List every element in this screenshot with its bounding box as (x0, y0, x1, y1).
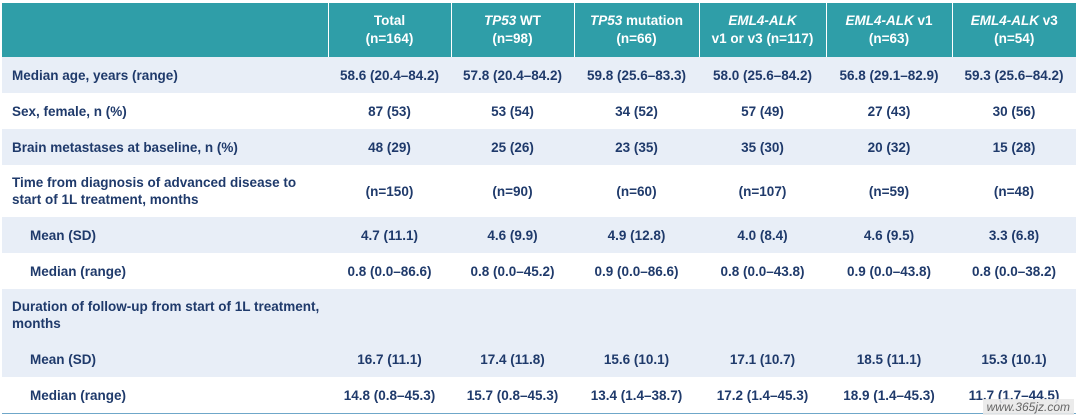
row-label: Duration of follow-up from start of 1L t… (2, 289, 328, 341)
table-cell: (n=90) (492, 183, 533, 199)
table-cell: 0.8 (0.0–86.6) (347, 263, 432, 279)
table-cell: 17.2 (1.4–45.3) (699, 377, 826, 414)
table-cell: (n=59) (868, 183, 910, 199)
header-eml4-alk-v1: EML4-ALK v1 (n=63) (825, 3, 952, 57)
row-label: Time from diagnosis of advanced disease … (12, 175, 297, 207)
table-cell: 0.8 (0.0–38.2) (971, 263, 1057, 279)
table-cell (826, 289, 952, 341)
baseline-characteristics-table: Total (n=164) TP53 WT (n=98) TP53 mutati… (2, 3, 1076, 414)
header-row: Total (n=164) TP53 WT (n=98) TP53 mutati… (2, 3, 1076, 57)
table-cell: 4.7 (11.1) (328, 217, 451, 253)
table-row: Median age, years (range) 58.6 (20.4–84.… (2, 57, 1076, 93)
table-cell: 0.9 (0.0–43.8) (846, 263, 932, 279)
table-cell: 18.9 (1.4–45.3) (826, 377, 952, 414)
table-cell: 58.6 (20.4–84.2) (328, 57, 451, 93)
table-cell: 4.6 (9.9) (451, 217, 574, 253)
row-label: Median age, years (range) (2, 57, 328, 93)
row-label: Mean (SD) (2, 217, 328, 253)
table-cell: 27 (43) (867, 103, 911, 119)
table-row: Median (range) 14.8 (0.8–45.3) 15.7 (0.8… (2, 377, 1076, 414)
table-row: Time from diagnosis of advanced disease … (2, 165, 1076, 217)
table-cell: 17.1 (10.7) (699, 341, 826, 377)
table-cell: (n=48) (993, 183, 1035, 199)
table-cell: 13.4 (1.4–38.7) (574, 377, 699, 414)
table-cell (699, 289, 826, 341)
table-cell: 56.8 (29.1–82.9) (826, 57, 952, 93)
table-cell: 23 (35) (574, 129, 699, 165)
table-cell: 57 (49) (741, 103, 784, 119)
row-label: Mean (SD) (2, 341, 328, 377)
table-cell: 14.8 (0.8–45.3) (328, 377, 451, 414)
table-cell: 0.8 (0.0–45.2) (470, 263, 555, 279)
row-label: Median (range) (2, 377, 328, 414)
table-cell: 0.8 (0.0–43.8) (720, 263, 805, 279)
table-row: Brain metastases at baseline, n (%) 48 (… (2, 129, 1076, 165)
table-cell: 57.8 (20.4–84.2) (451, 57, 574, 93)
table-cell (574, 289, 699, 341)
table-cell: 58.0 (25.6–84.2) (699, 57, 826, 93)
table-cell: 59.8 (25.6–83.3) (574, 57, 699, 93)
table-row: Mean (SD) 4.7 (11.1) 4.6 (9.9) 4.9 (12.8… (2, 217, 1076, 253)
table-cell (451, 289, 574, 341)
table-cell: 15.3 (10.1) (952, 341, 1076, 377)
table-cell: 59.3 (25.6–84.2) (952, 57, 1076, 93)
watermark: www.365jz.com (982, 399, 1074, 415)
table-cell: 15 (28) (952, 129, 1076, 165)
table-cell: 48 (29) (328, 129, 451, 165)
header-tp53-wt: TP53 WT (n=98) (450, 3, 574, 57)
row-label: Sex, female, n (%) (12, 103, 127, 119)
table-cell: (n=60) (616, 183, 657, 199)
table-cell: 4.0 (8.4) (699, 217, 826, 253)
table-cell: 17.4 (11.8) (451, 341, 574, 377)
table-cell: 4.6 (9.5) (826, 217, 952, 253)
header-blank-cell (2, 3, 328, 57)
row-label: Brain metastases at baseline, n (%) (2, 129, 328, 165)
table-cell (328, 289, 451, 341)
header-eml4-alk-v3: EML4-ALK v3 (n=54) (951, 3, 1076, 57)
table-cell: 16.7 (11.1) (328, 341, 451, 377)
table-cell: (n=107) (738, 183, 787, 199)
table-cell: 18.5 (11.1) (826, 341, 952, 377)
table-cell: 3.3 (6.8) (952, 217, 1076, 253)
header-tp53-mutation: TP53 mutation (n=66) (573, 3, 699, 57)
table-cell: 15.7 (0.8–45.3) (451, 377, 574, 414)
header-eml4-alk-v1-or-v3: EML4-ALK v1 or v3 (n=117) (698, 3, 826, 57)
table-cell: 25 (26) (451, 129, 574, 165)
table-cell: 34 (52) (615, 103, 658, 119)
table-row: Sex, female, n (%) 87 (53) 53 (54) 34 (5… (2, 93, 1076, 129)
table-cell: 53 (54) (491, 103, 534, 119)
table-row: Median (range) 0.8 (0.0–86.6) 0.8 (0.0–4… (2, 253, 1076, 289)
table-cell: 87 (53) (368, 103, 411, 119)
header-total: Total (n=164) (327, 3, 451, 57)
table-row: Duration of follow-up from start of 1L t… (2, 289, 1076, 341)
table-cell: 20 (32) (826, 129, 952, 165)
table-cell: 35 (30) (699, 129, 826, 165)
table-cell (952, 289, 1076, 341)
table-cell: (n=150) (365, 183, 414, 199)
table-cell: 0.9 (0.0–86.6) (594, 263, 679, 279)
row-label: Median (range) (30, 263, 127, 279)
table-row: Mean (SD) 16.7 (11.1) 17.4 (11.8) 15.6 (… (2, 341, 1076, 377)
table-cell: 15.6 (10.1) (574, 341, 699, 377)
table-cell: 30 (56) (992, 103, 1036, 119)
table-cell: 4.9 (12.8) (574, 217, 699, 253)
